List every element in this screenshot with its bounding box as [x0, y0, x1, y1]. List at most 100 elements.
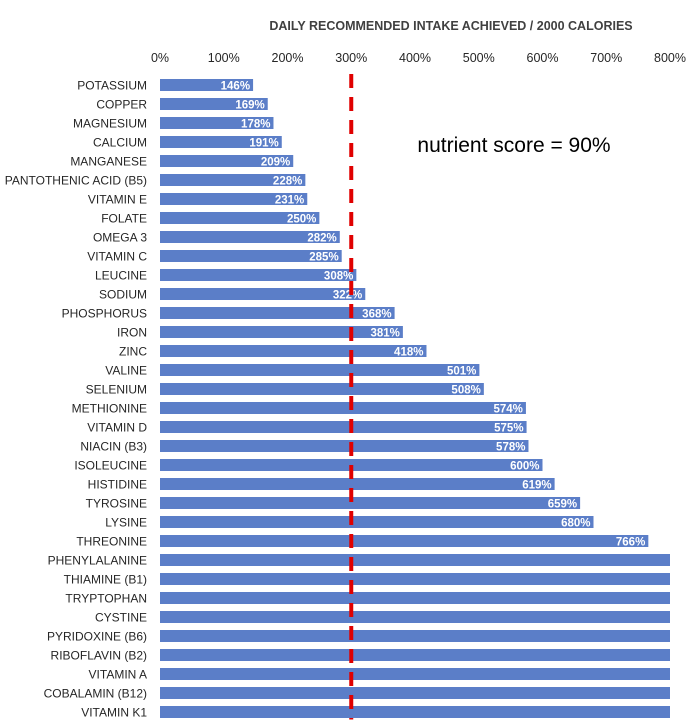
data-label: 368%: [362, 309, 391, 321]
category-label: IRON: [117, 326, 147, 340]
category-label: CALCIUM: [93, 136, 147, 150]
x-tick-label: 700%: [590, 51, 622, 65]
category-label: COBALAMIN (B12): [44, 687, 147, 701]
data-label: 600%: [510, 461, 539, 473]
data-label: 308%: [324, 271, 353, 283]
category-label: TYROSINE: [86, 497, 147, 511]
data-label: 285%: [309, 252, 338, 264]
category-label: MANGANESE: [70, 155, 147, 169]
data-label: 501%: [447, 366, 476, 378]
data-label: 228%: [273, 176, 302, 188]
data-label: 659%: [548, 499, 577, 511]
category-label: LEUCINE: [95, 269, 147, 283]
category-label: VITAMIN K1: [81, 706, 147, 720]
data-label: 418%: [394, 347, 423, 359]
category-label: COPPER: [96, 98, 147, 112]
data-label: 146%: [221, 81, 250, 93]
data-label: 209%: [261, 157, 290, 169]
data-label: 178%: [241, 119, 270, 131]
data-label: 766%: [616, 537, 645, 549]
bar: [160, 288, 366, 300]
data-labels: 146% 169% 178% 191% 209% 228% 231% 250% 282% 285%…: [221, 81, 646, 549]
bar: [160, 516, 594, 528]
nutrient-score-annotation: nutrient score = 90%: [417, 134, 610, 157]
category-label: SODIUM: [99, 288, 147, 302]
bar: [160, 364, 480, 376]
data-label: 575%: [494, 423, 523, 435]
bar: [160, 117, 274, 129]
data-label: 578%: [496, 442, 525, 454]
category-label: PHENYLALANINE: [48, 554, 147, 568]
bar: [160, 326, 403, 338]
category-label: SELENIUM: [86, 383, 147, 397]
category-label: VITAMIN A: [89, 668, 147, 682]
bar: [160, 649, 670, 661]
bar: [160, 421, 527, 433]
bar: [160, 174, 306, 186]
category-label: ZINC: [119, 345, 147, 359]
category-label: CYSTINE: [95, 611, 147, 625]
bar: [160, 573, 670, 585]
category-label: PHOSPHORUS: [62, 307, 147, 321]
data-label: 250%: [287, 214, 316, 226]
bar: [160, 630, 670, 642]
category-label: HISTIDINE: [88, 478, 147, 492]
x-tick-label: 200%: [272, 51, 304, 65]
category-label: VITAMIN D: [87, 421, 147, 435]
x-tick-label: 300%: [335, 51, 367, 65]
chart-title: DAILY RECOMMENDED INTAKE ACHIEVED / 2000…: [269, 19, 632, 33]
category-label: METHIONINE: [72, 402, 147, 416]
data-label: 574%: [494, 404, 523, 416]
category-label: VITAMIN C: [87, 250, 147, 264]
category-label: POTASSIUM: [77, 79, 147, 93]
bar: [160, 155, 294, 167]
category-label: LYSINE: [105, 516, 147, 530]
category-label: PANTOTHENIC ACID (B5): [5, 174, 147, 188]
x-axis-ticks: 0% 100% 200% 300% 400% 500% 600% 700% 800%: [151, 51, 686, 65]
x-tick-label: 600%: [527, 51, 559, 65]
data-label: 381%: [370, 328, 399, 340]
category-label: OMEGA 3: [93, 231, 147, 245]
x-tick-label: 0%: [151, 51, 169, 65]
category-label: PYRIDOXINE (B6): [47, 630, 147, 644]
bar: [160, 231, 340, 243]
bar: [160, 193, 308, 205]
bar: [160, 440, 529, 452]
bar: [160, 250, 342, 262]
category-label: MAGNESIUM: [73, 117, 147, 131]
bar: [160, 383, 484, 395]
bar: [160, 687, 670, 699]
data-label: 508%: [451, 385, 480, 397]
category-label: VALINE: [105, 364, 147, 378]
data-label: 191%: [249, 138, 278, 150]
x-tick-label: 400%: [399, 51, 431, 65]
data-label: 619%: [522, 480, 551, 492]
data-label: 231%: [275, 195, 304, 207]
bar: [160, 212, 320, 224]
bar: [160, 592, 670, 604]
category-label: FOLATE: [101, 212, 147, 226]
x-tick-label: 100%: [208, 51, 240, 65]
bar: [160, 307, 395, 319]
bar: [160, 668, 670, 680]
bar: [160, 136, 282, 148]
bar: [160, 497, 581, 509]
category-label: THIAMINE (B1): [64, 573, 147, 587]
bar: [160, 269, 357, 281]
category-label: VITAMIN E: [88, 193, 147, 207]
bar: [160, 535, 649, 547]
bar: [160, 706, 670, 718]
data-label: 680%: [561, 518, 590, 530]
bar: [160, 402, 526, 414]
bar: [160, 554, 670, 566]
category-label: NIACIN (B3): [80, 440, 147, 454]
data-label: 322%: [333, 290, 362, 302]
category-label: ISOLEUCINE: [74, 459, 147, 473]
data-label: 169%: [235, 100, 264, 112]
category-label: TRYPTOPHAN: [65, 592, 147, 606]
category-labels: POTASSIUM COPPER MAGNESIUM CALCIUM MANGANESE…: [5, 79, 148, 720]
data-label: 282%: [307, 233, 336, 245]
bars: [160, 79, 670, 718]
bar: [160, 478, 555, 490]
